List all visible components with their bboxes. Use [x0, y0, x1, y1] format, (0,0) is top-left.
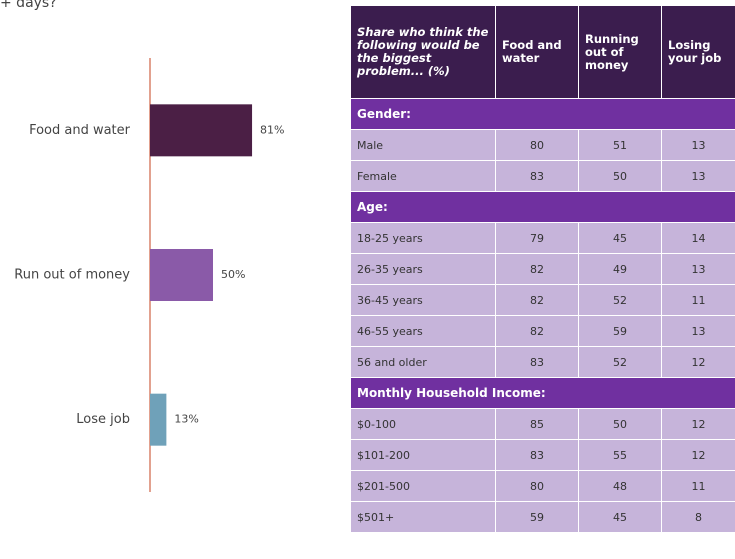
- section-row: Age:: [350, 191, 735, 223]
- section-row: Monthly Household Income:: [350, 377, 735, 409]
- table-row: $501+ 59 45 8: [350, 501, 735, 533]
- value-label: 13%: [174, 413, 198, 426]
- table-row: 26-35 years 82 49 13: [350, 253, 735, 285]
- cell-value: 55: [578, 439, 662, 471]
- cell-value: 59: [495, 501, 579, 533]
- cell-value: 79: [495, 222, 579, 254]
- chart: + days? Food and water 81% Run out of mone…: [0, 0, 285, 492]
- cell-value: 48: [578, 470, 662, 502]
- cell-value: 12: [661, 408, 735, 440]
- bar: [150, 249, 213, 301]
- row-label: 26-35 years: [350, 253, 496, 285]
- cell-value: 14: [661, 222, 735, 254]
- cell-value: 83: [495, 160, 579, 192]
- column-header: Share who think the following would be t…: [350, 5, 496, 99]
- row-label: 46-55 years: [350, 315, 496, 347]
- cell-value: 11: [661, 470, 735, 502]
- category-label: Food and water: [29, 123, 131, 138]
- row-label: Male: [350, 129, 496, 161]
- column-header: Running out of money: [578, 5, 662, 99]
- column-header: Losing your job: [661, 5, 735, 99]
- category-label: Run out of money: [14, 268, 130, 283]
- cell-value: 12: [661, 439, 735, 471]
- table-row: 46-55 years 82 59 13: [350, 315, 735, 347]
- cell-value: 45: [578, 501, 662, 533]
- value-label: 50%: [221, 268, 245, 281]
- cell-value: 13: [661, 253, 735, 285]
- cell-value: 11: [661, 284, 735, 316]
- cell-value: 13: [661, 160, 735, 192]
- row-label: $501+: [350, 501, 496, 533]
- table-row: $201-500 80 48 11: [350, 470, 735, 502]
- table-row: $101-200 83 55 12: [350, 439, 735, 471]
- row-label: 18-25 years: [350, 222, 496, 254]
- cell-value: 80: [495, 129, 579, 161]
- cell-value: 83: [495, 439, 579, 471]
- category-label: Lose job: [76, 412, 130, 427]
- cell-value: 13: [661, 129, 735, 161]
- row-label: $201-500: [350, 470, 496, 502]
- heading: + days?: [0, 0, 57, 11]
- cell-value: 50: [578, 408, 662, 440]
- cell-value: 82: [495, 284, 579, 316]
- row-label: 56 and older: [350, 346, 496, 378]
- row-label: $101-200: [350, 439, 496, 471]
- header-row: Share who think the following would be t…: [350, 5, 735, 99]
- cell-value: 13: [661, 315, 735, 347]
- cell-value: 59: [578, 315, 662, 347]
- data-table: Share who think the following would be t…: [350, 5, 735, 533]
- cell-value: 51: [578, 129, 662, 161]
- row-label: $0-100: [350, 408, 496, 440]
- section-title: Gender:: [350, 98, 735, 130]
- table-body: Gender: Male 80 51 13 Female 83 50 13 Age: 18-25 y…: [350, 98, 735, 533]
- cell-value: 52: [578, 346, 662, 378]
- section-title: Monthly Household Income:: [350, 377, 735, 409]
- row-label: 36-45 years: [350, 284, 496, 316]
- table-row: $0-100 85 50 12: [350, 408, 735, 440]
- bar: [150, 393, 167, 446]
- section-title: Age:: [350, 191, 735, 223]
- cell-value: 12: [661, 346, 735, 378]
- table-row: Male 80 51 13: [350, 129, 735, 161]
- cell-value: 83: [495, 346, 579, 378]
- table-row: 36-45 years 82 52 11: [350, 284, 735, 316]
- cell-value: 45: [578, 222, 662, 254]
- table-row: Female 83 50 13: [350, 160, 735, 192]
- column-header: Food and water: [495, 5, 579, 99]
- value-label: 81%: [260, 123, 284, 136]
- table-row: 56 and older 83 52 12: [350, 346, 735, 378]
- cell-value: 52: [578, 284, 662, 316]
- cell-value: 8: [661, 501, 735, 533]
- cell-value: 50: [578, 160, 662, 192]
- row-label: Female: [350, 160, 496, 192]
- bar: [150, 104, 253, 157]
- cell-value: 82: [495, 253, 579, 285]
- cell-value: 49: [578, 253, 662, 285]
- section-row: Gender:: [350, 98, 735, 130]
- cell-value: 85: [495, 408, 579, 440]
- cell-value: 82: [495, 315, 579, 347]
- table-row: 18-25 years 79 45 14: [350, 222, 735, 254]
- cell-value: 80: [495, 470, 579, 502]
